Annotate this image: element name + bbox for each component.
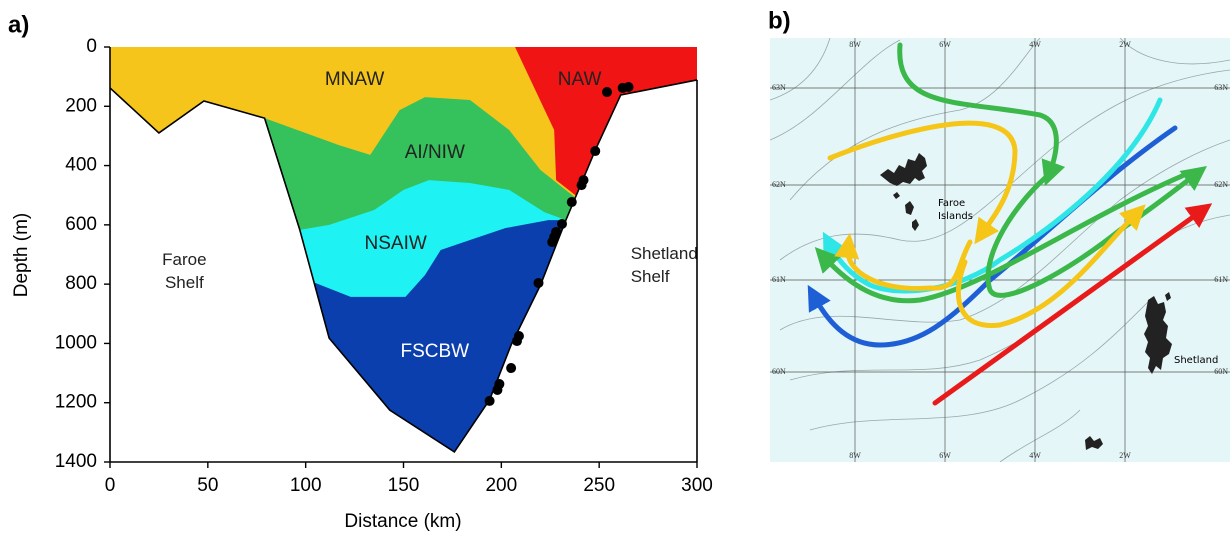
y-tick-label: 1200 (55, 392, 97, 413)
flow-arrows (807, 42, 1213, 406)
lat-label: 63N (772, 83, 786, 92)
lat-label: 62N (772, 180, 786, 189)
station (566, 197, 577, 208)
y-tick-label: 1400 (55, 451, 97, 472)
y-tick-label: 600 (65, 214, 97, 235)
panel-label: a) (8, 11, 29, 38)
islands (880, 153, 1172, 450)
lon-label: 6W (939, 40, 951, 49)
water-mass-label: NAW (558, 69, 602, 90)
y-tick-label: 0 (86, 36, 97, 57)
water-mass-label: NSAIW (365, 233, 427, 254)
lon-label: 2W (1119, 451, 1131, 460)
map-panel: b) (768, 7, 1230, 462)
station (601, 87, 612, 98)
station (484, 395, 495, 406)
station (623, 82, 634, 93)
x-tick-label: 150 (388, 475, 420, 496)
section-panel: a) Distance (km) Depth (m) FSCBW NSAIW AI/… (8, 11, 713, 532)
y-tick-label: 400 (65, 155, 97, 176)
water-mass-label: MNAW (325, 69, 385, 90)
lon-label: 4W (1029, 40, 1041, 49)
lat-label: 62N (1214, 180, 1228, 189)
station (506, 363, 517, 374)
seabed (109, 79, 698, 454)
lon-label: 8W (849, 40, 861, 49)
panel-label: b) (768, 7, 791, 34)
station (533, 277, 544, 288)
lon-label: 6W (939, 451, 951, 460)
station (513, 331, 524, 342)
lon-label: 2W (1119, 40, 1131, 49)
water-mass-label: AI/NIW (405, 142, 465, 163)
y-axis-label: Depth (m) (11, 213, 32, 297)
water-mass-label: FSCBW (401, 341, 470, 362)
lat-label: 63N (1214, 83, 1228, 92)
lon-label: 4W (1029, 451, 1041, 460)
station (551, 226, 562, 237)
x-tick-label: 50 (197, 475, 218, 496)
x-tick-label: 250 (583, 475, 615, 496)
lat-label: 60N (1214, 367, 1228, 376)
shelf-label: Shelf (165, 273, 204, 292)
place-label: Islands (938, 211, 973, 222)
x-tick-label: 200 (485, 475, 517, 496)
y-tick-label: 1000 (55, 332, 97, 353)
station (556, 218, 567, 229)
lon-label: 8W (849, 451, 861, 460)
x-tick-label: 300 (681, 475, 713, 496)
section-overlay: FSCBW NSAIW AI/NIW MNAW NAW Faroe Shelf Shetlan… (55, 36, 713, 496)
shelf-label: Shetland (631, 244, 698, 263)
station (494, 379, 505, 390)
lat-label: 61N (772, 275, 786, 284)
lat-label: 60N (772, 367, 786, 376)
x-tick-label: 100 (290, 475, 322, 496)
y-tick-label: 800 (65, 273, 97, 294)
x-axis-label: Distance (km) (344, 511, 461, 532)
lat-label: 61N (1214, 275, 1228, 284)
shelf-label: Faroe (162, 250, 206, 269)
y-tick-label: 200 (65, 95, 97, 116)
place-label: Shetland (1174, 355, 1218, 366)
station (578, 175, 589, 186)
shelf-label: Shelf (631, 267, 670, 286)
x-tick-label: 0 (105, 475, 116, 496)
station (590, 146, 601, 157)
place-label: Faroe (938, 198, 965, 209)
